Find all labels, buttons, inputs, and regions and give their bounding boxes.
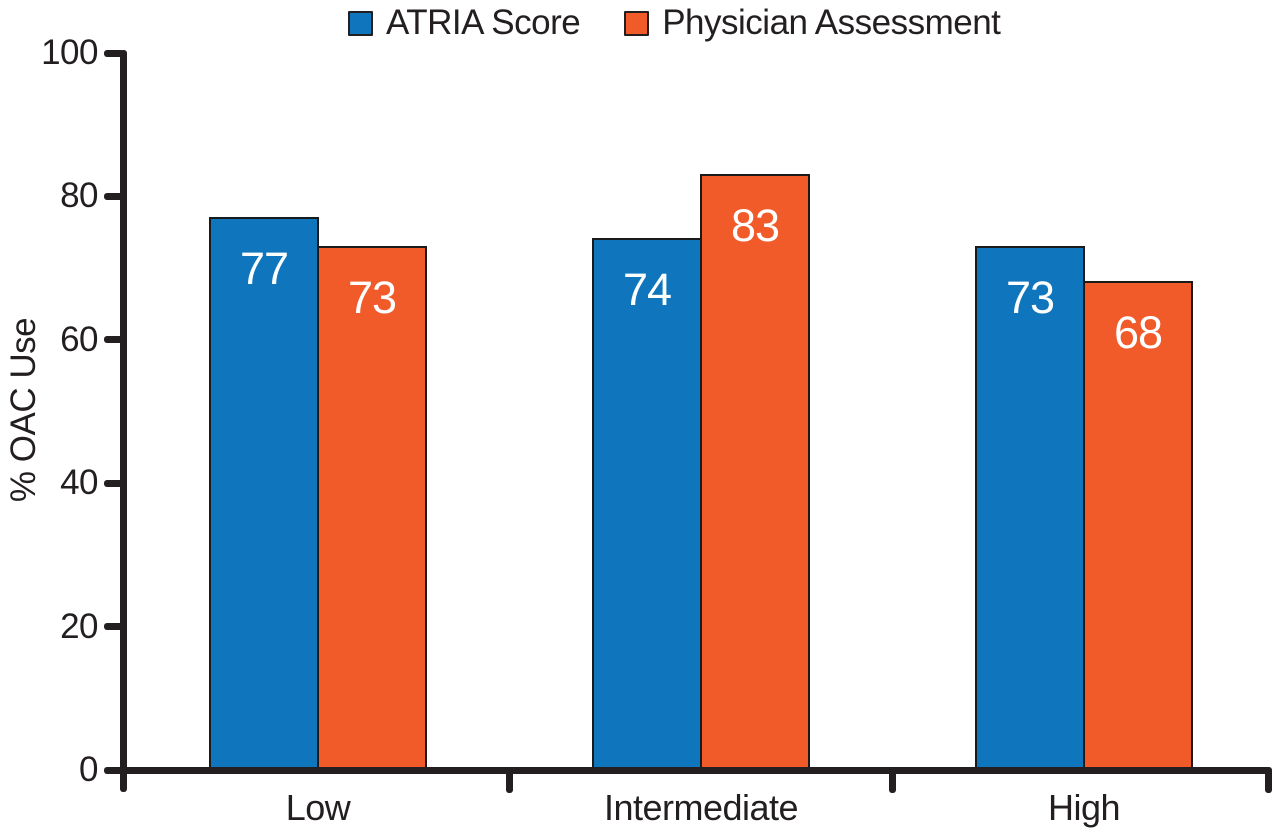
legend-swatch-atria-score xyxy=(348,10,373,36)
x-category-label-intermediate: Intermediate xyxy=(603,787,799,828)
x-category-label-high: High xyxy=(1047,787,1121,828)
bar-value-label: 77 xyxy=(239,242,289,294)
bar-physician-assessment-low: 73 xyxy=(317,245,427,770)
x-axis-line xyxy=(120,767,1272,774)
y-tick xyxy=(104,336,124,344)
category-boundary-tick xyxy=(506,769,513,793)
bar-value-label: 68 xyxy=(1113,307,1163,359)
legend: ATRIA Score Physician Assessment xyxy=(348,1,1001,45)
bar-value-label: 73 xyxy=(347,271,397,323)
category-boundary-tick xyxy=(889,769,896,793)
bar-atria-score-low: 77 xyxy=(209,216,319,770)
y-tick-label: 40 xyxy=(60,463,98,503)
legend-swatch-physician-assessment xyxy=(624,10,650,36)
x-category-label-low: Low xyxy=(285,787,351,828)
bar-value-label: 83 xyxy=(730,199,780,251)
legend-item-atria-score: ATRIA Score xyxy=(348,1,581,45)
y-tick xyxy=(104,479,124,487)
y-tick-label: 20 xyxy=(60,606,98,646)
bar-atria-score-intermediate: 74 xyxy=(592,238,702,770)
y-tick-label: 60 xyxy=(60,319,98,359)
bar-value-label: 73 xyxy=(1005,271,1055,323)
y-tick xyxy=(104,766,124,774)
bar-physician-assessment-high: 68 xyxy=(1083,281,1193,770)
legend-label: Physician Assessment xyxy=(662,3,1001,42)
y-tick-label: 80 xyxy=(60,176,98,216)
y-tick-label: 0 xyxy=(79,750,98,789)
y-tick-label: 100 xyxy=(41,33,98,72)
legend-label: ATRIA Score xyxy=(386,3,581,42)
y-axis-line xyxy=(120,50,127,792)
legend-item-physician-assessment: Physician Assessment xyxy=(624,1,1001,45)
y-tick xyxy=(104,49,124,57)
bar-value-label: 74 xyxy=(622,264,672,316)
y-tick xyxy=(104,623,124,631)
y-tick xyxy=(104,192,124,200)
bar-physician-assessment-intermediate: 83 xyxy=(700,173,810,770)
x-axis-end-tick xyxy=(1265,769,1272,793)
bar-atria-score-high: 73 xyxy=(975,245,1085,770)
